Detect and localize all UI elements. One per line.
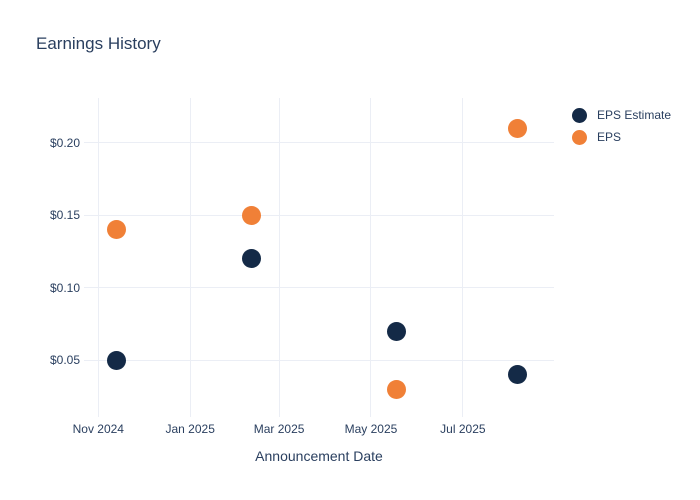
- y-tick-label: $0.05: [49, 353, 80, 368]
- legend-item-eps-estimate[interactable]: EPS Estimate: [572, 104, 671, 126]
- horizontal-gridline: [84, 214, 554, 216]
- vertical-gridline: [462, 98, 464, 417]
- vertical-gridline: [278, 98, 280, 417]
- vertical-gridline: [97, 98, 99, 417]
- marker-eps[interactable]: [242, 205, 262, 225]
- legend-label-eps: EPS: [597, 130, 622, 144]
- horizontal-gridline: [84, 287, 554, 289]
- eps-estimate-marker-icon: [572, 107, 587, 123]
- x-tick-label: Jul 2025: [440, 422, 486, 436]
- y-tick-label: $0.10: [49, 280, 80, 295]
- plot-area[interactable]: [84, 98, 554, 417]
- x-axis-title: Announcement Date: [255, 448, 383, 464]
- horizontal-gridline: [84, 142, 554, 144]
- marker-eps[interactable]: [507, 118, 527, 138]
- x-tick-label: Nov 2024: [72, 422, 124, 436]
- chart-title: Earnings History: [36, 34, 161, 53]
- y-tick-label: $0.15: [49, 208, 80, 223]
- vertical-gridline: [189, 98, 191, 417]
- y-tick-label: $0.20: [49, 135, 80, 150]
- marker-eps[interactable]: [387, 379, 407, 399]
- marker-eps-estimate[interactable]: [507, 365, 527, 385]
- vertical-gridline: [370, 98, 372, 417]
- horizontal-gridline: [84, 359, 554, 361]
- legend-item-eps[interactable]: EPS: [572, 126, 671, 148]
- legend: EPS Estimate EPS: [572, 104, 671, 148]
- x-tick-label: May 2025: [344, 422, 398, 436]
- marker-eps-estimate[interactable]: [387, 321, 407, 341]
- marker-eps-estimate[interactable]: [106, 350, 126, 370]
- x-tick-label: Mar 2025: [253, 422, 305, 436]
- legend-label-eps-estimate: EPS Estimate: [597, 108, 672, 122]
- marker-eps-estimate[interactable]: [242, 249, 262, 269]
- marker-eps[interactable]: [106, 220, 126, 240]
- eps-marker-icon: [572, 129, 587, 145]
- x-tick-label: Jan 2025: [165, 422, 215, 436]
